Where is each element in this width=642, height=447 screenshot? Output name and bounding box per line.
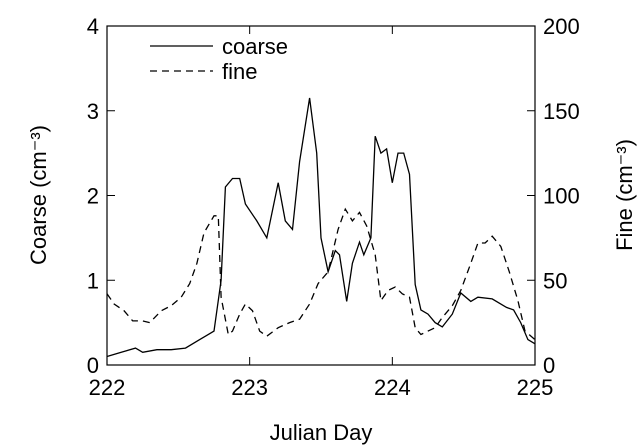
x-tick-label: 225 [517,375,554,400]
x-axis-title: Julian Day [270,420,373,445]
legend-label: fine [222,59,257,84]
x-tick-label: 223 [231,375,268,400]
y-tick-label: 4 [87,14,99,39]
y2-tick-label: 150 [543,99,580,124]
y-axis-title: Coarse (cm⁻³) [26,125,51,265]
legend-label: coarse [222,34,288,59]
y-tick-label: 0 [87,353,99,378]
x-tick-label: 224 [374,375,411,400]
y2-tick-label: 50 [543,268,567,293]
y-tick-label: 2 [87,184,99,209]
plot-frame [106,25,536,366]
x-tick-label: 222 [89,375,126,400]
y-tick-label: 1 [87,268,99,293]
y2-tick-label: 100 [543,184,580,209]
series-line [106,207,536,341]
series-line [106,97,536,358]
y2-tick-label: 0 [543,353,555,378]
y2-tick-label: 200 [543,14,580,39]
y2-axis-title: Fine (cm⁻³) [612,139,637,251]
y-tick-label: 3 [87,99,99,124]
